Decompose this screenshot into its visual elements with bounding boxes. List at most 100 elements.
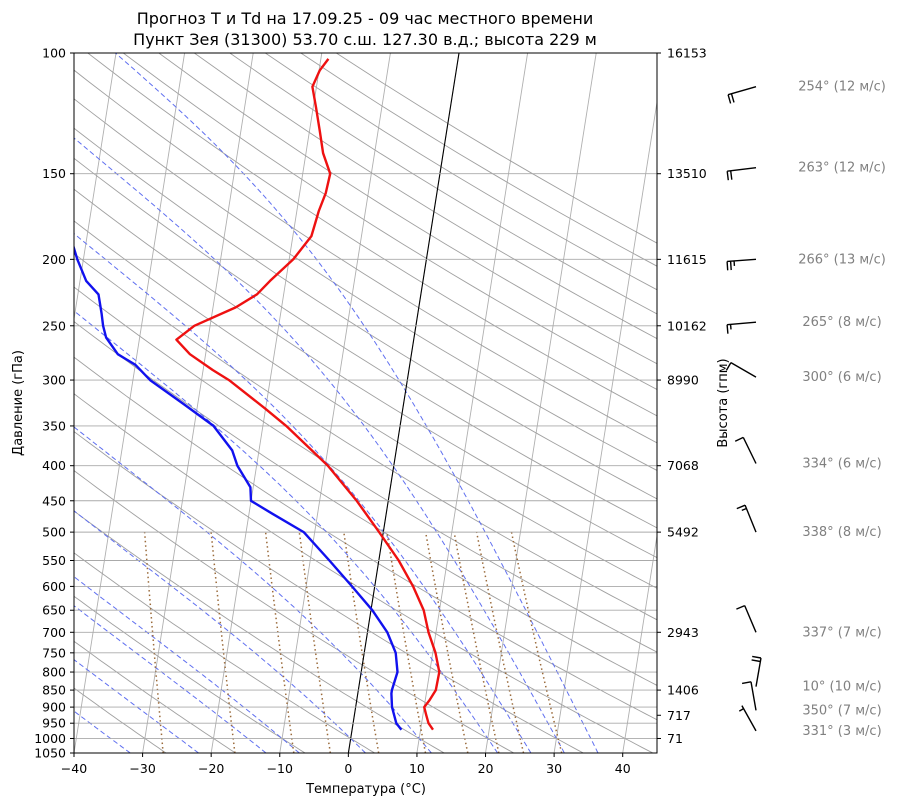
height-axis-ticks: 16153 13510 11615 10162 8990 7068 5492 2943 1406… [657,46,707,746]
wind-barb [736,604,757,633]
y-tick-label: 250 [42,318,66,333]
wind-label: 10° (10 м/с) [802,680,881,695]
height-tick-label: 10162 [667,318,707,333]
y-axis-label: Давление (гПа) [11,350,26,456]
isotherm-line [760,53,871,753]
wind-barb [726,167,757,181]
moist-adiabat-line [74,510,366,753]
height-tick-label: 13510 [667,166,707,181]
plot-frame [73,52,658,754]
wind-label: 300° (6 м/с) [802,370,881,385]
y-tick-label: 550 [42,553,66,568]
dry-adiabat-line [74,687,167,753]
mixing-ratio-line [386,531,427,753]
y-tick-label: 200 [42,252,66,267]
mixing-ratio-line [343,531,380,753]
height-tick-label: 2943 [667,625,699,640]
wind-label: 254° (12 м/с) [798,80,886,95]
mixing-ratio-line [264,532,295,753]
dry-adiabat-line [74,356,657,721]
y-tick-label: 600 [42,579,66,594]
chart-title-line-2: Пункт Зея (31300) 53.70 с.ш. 127.30 в.д.… [133,30,597,49]
dry-adiabat-line [74,127,657,500]
wind-barb [727,86,757,104]
height-tick-label: 71 [667,731,683,746]
wind-barb [736,504,757,533]
wind-barb [726,321,757,334]
y-tick-label: 300 [42,373,66,388]
moist-adiabat-line [74,426,432,753]
moist-adiabat-line [74,576,300,753]
height-tick-label: 717 [667,708,691,723]
x-tick-label: −40 [61,761,87,776]
moist-adiabat-line [74,233,532,753]
dry-adiabat-line [87,53,657,417]
dry-adiabat-line [74,640,236,753]
isotherm-line [691,53,802,753]
y-tick-label: 700 [42,625,66,640]
height-axis-label: Высота (гпм) [716,358,731,447]
wind-label: 263° (12 м/с) [798,161,886,176]
wind-label: 350° (7 м/с) [802,703,881,718]
y-tick-label: 350 [42,418,66,433]
wind-barbs: 254° (12 м/с) 263° (12 м/с) 266° (13 м/с) 2… [725,80,886,739]
dry-adiabat-line [74,69,657,444]
dry-adiabat-line [194,53,657,340]
chart-title-line-1: Прогноз T и Td на 17.09.25 - 09 час мест… [137,9,593,28]
x-tick-label: −30 [129,761,155,776]
y-tick-label: 400 [42,458,66,473]
x-tick-label: −20 [198,761,224,776]
dry-adiabat-line [74,321,657,686]
wind-barb [751,655,762,687]
dry-adiabat-line [74,188,657,559]
y-tick-label: 950 [42,716,66,731]
wind-barb [734,436,757,464]
x-axis-ticks: −40 −30 −20 −10 0 10 20 30 40 [61,753,631,776]
y-tick-label: 1000 [34,731,66,746]
height-tick-label: 16153 [667,46,707,61]
isotherm-line [210,53,323,753]
height-tick-label: 1406 [667,683,699,698]
x-tick-label: 0 [344,761,352,776]
wind-label: 265° (8 м/с) [802,315,881,330]
isotherm-line [485,53,597,753]
dry-adiabat-line [336,53,657,244]
wind-barb [741,681,757,711]
dry-adiabat-line [74,157,657,529]
isotherm-line [553,99,657,753]
y-tick-label: 1050 [34,746,66,761]
y-tick-label: 750 [42,645,66,660]
mixing-ratio-line [424,531,469,753]
moist-adiabat-line [114,53,599,753]
dry-adiabat-line [74,252,657,621]
y-tick-label: 450 [42,493,66,508]
moist-adiabat-line [74,137,565,753]
dry-adiabat-line [74,470,515,753]
dry-adiabat-line [74,220,657,589]
isotherm-line [622,533,657,753]
mixing-ratio-line [210,532,236,753]
dry-adiabat-line [123,53,657,390]
y-tick-label: 900 [42,700,66,715]
wind-barb [725,361,757,378]
y-tick-label: 500 [42,525,66,540]
profiles [74,58,441,731]
x-axis-label: Температура (°C) [305,782,426,797]
dry-adiabat-line [229,53,657,315]
height-tick-label: 8990 [667,373,699,388]
dewpoint-profile-line [74,244,403,731]
wind-label: 334° (6 м/с) [802,456,881,471]
y-axis-ticks: 100 150 200 250 300 350 400 450 500 550 600 650 700 7… [34,46,74,761]
isotherm-line [142,53,254,753]
wind-label: 266° (13 м/с) [798,252,886,267]
x-tick-label: 40 [615,761,631,776]
wind-barb [738,705,757,732]
y-tick-label: 850 [42,683,66,698]
moist-adiabat-line [74,659,199,753]
x-tick-label: −10 [267,761,293,776]
isotherm-line [416,53,529,753]
y-tick-label: 150 [42,166,66,181]
dry-adiabat-line [74,510,445,753]
height-tick-label: 11615 [667,252,707,267]
